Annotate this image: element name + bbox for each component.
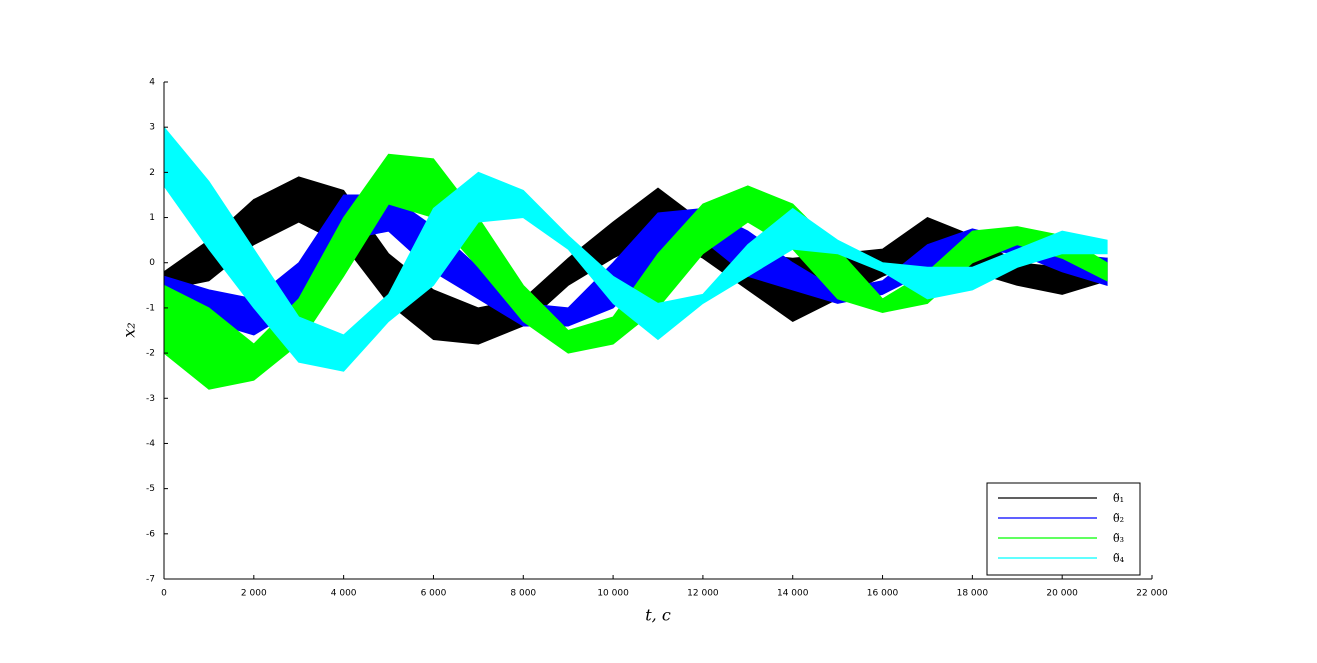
y-tick-label: -6: [146, 529, 155, 539]
y-tick-label: -3: [146, 394, 155, 404]
x-tick-label: 8 000: [510, 589, 536, 599]
y-tick-label: -4: [146, 439, 155, 449]
legend-label: θ̃₃: [1113, 532, 1124, 545]
x-tick-label: 22 000: [1136, 589, 1168, 599]
legend-label: θ̃₄: [1113, 552, 1125, 565]
y-tick-label: 2: [149, 168, 155, 178]
x-tick-label: 0: [161, 589, 167, 599]
x-tick-label: 20 000: [1046, 589, 1078, 599]
x-axis-label: t, c: [645, 606, 671, 625]
legend-label: θ̃₂: [1113, 512, 1124, 525]
y-tick-label: 4: [149, 78, 155, 88]
x-tick-label: 14 000: [777, 589, 809, 599]
x-tick-label: 18 000: [957, 589, 989, 599]
x-tick-label: 6 000: [421, 589, 447, 599]
y-tick-label: -2: [146, 349, 155, 359]
y-tick-label: -1: [146, 303, 155, 313]
x-tick-label: 2 000: [241, 589, 267, 599]
y-tick-label: 0: [149, 258, 155, 268]
x-tick-label: 4 000: [331, 589, 357, 599]
x-tick-label: 12 000: [687, 589, 719, 599]
y-axis-label: x₂: [120, 322, 139, 337]
y-tick-label: 1: [149, 213, 155, 223]
x-tick-label: 10 000: [597, 589, 629, 599]
x-tick-label: 16 000: [867, 589, 899, 599]
y-tick-label: 3: [149, 123, 155, 133]
y-tick-label: -7: [146, 575, 155, 585]
legend-label: θ̃₁: [1113, 492, 1124, 505]
y-tick-label: -5: [146, 484, 155, 494]
band: [163, 125, 1108, 372]
plot-area: [163, 125, 1108, 390]
